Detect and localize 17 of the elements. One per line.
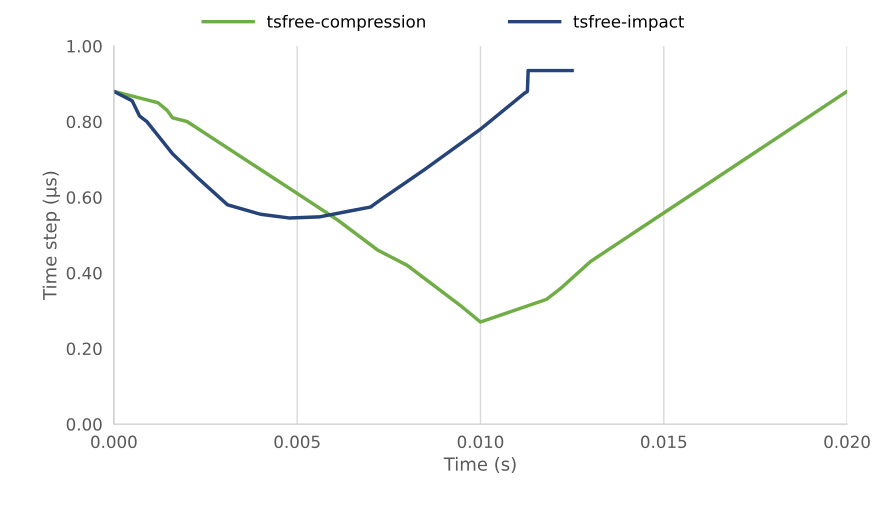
y-tick-label: 1.00 — [67, 40, 102, 53]
line-series — [114, 90, 848, 324]
line-series — [114, 68, 574, 220]
y-tick-label: 0.00 — [66, 418, 102, 431]
legend-label: tsfree-compression — [267, 14, 425, 31]
y-tick-label: 0.40 — [66, 266, 102, 280]
x-tick-label: 0.010 — [458, 436, 504, 448]
y-tick-label: 0.80 — [66, 116, 102, 128]
y-tick-label: 0.20 — [66, 342, 102, 356]
y-axis-title: Time step (µs) — [42, 172, 60, 300]
x-tick-label: 0.005 — [274, 436, 320, 448]
legend-label: tsfree-impact — [573, 14, 684, 31]
x-tick-label: 0.015 — [641, 436, 686, 448]
x-axis-title: Time (s) — [444, 456, 516, 474]
x-tick-label: 0.000 — [91, 436, 137, 448]
y-tick-label: 0.60 — [66, 191, 102, 204]
x-tick-label: 0.020 — [824, 436, 870, 448]
